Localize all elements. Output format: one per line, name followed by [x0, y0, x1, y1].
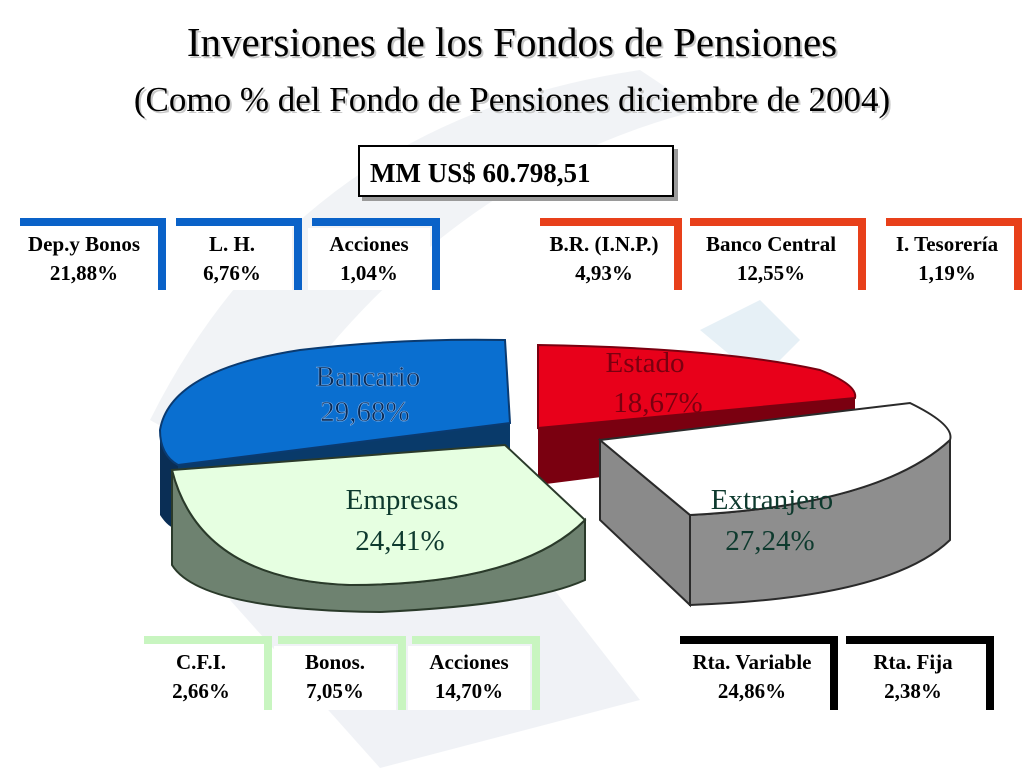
box-value: 14,70%	[434, 679, 504, 703]
breakdown-box-bonos: Bonos. 7,05%	[274, 636, 406, 710]
slice-empresas	[170, 443, 587, 614]
box-value: 2,66%	[172, 679, 230, 703]
breakdown-box-dep-y-bonos: Dep.y Bonos 21,88%	[12, 218, 166, 290]
box-label: Acciones	[329, 232, 409, 256]
box-label: Dep.y Bonos	[27, 232, 141, 256]
breakdown-box-acciones-empresas: Acciones 14,70%	[408, 636, 540, 710]
box-value: 7,05%	[306, 679, 364, 703]
breakdown-box-lh: L. H. 6,76%	[172, 218, 302, 290]
box-label: Rta. Fija	[873, 650, 953, 674]
box-value: 1,19%	[918, 261, 976, 285]
slice-extranjero	[597, 401, 952, 608]
slice-value-estado: 18,67%	[613, 387, 702, 419]
slice-label-empresas: Empresas	[346, 484, 459, 516]
box-value: 6,76%	[203, 261, 261, 285]
box-label: I. Tesorería	[895, 232, 999, 256]
box-value: 1,04%	[340, 261, 398, 285]
box-label: Bonos.	[304, 650, 366, 674]
box-value: 21,88%	[49, 261, 119, 285]
box-value: 2,38%	[884, 679, 942, 703]
box-label: B.R. (I.N.P.)	[549, 232, 659, 256]
breakdown-box-rta-variable: Rta. Variable 24,86%	[676, 636, 838, 710]
box-label: L. H.	[208, 232, 256, 256]
slice-value-extranjero: 27,24%	[725, 525, 814, 557]
box-label: Rta. Variable	[692, 650, 812, 674]
breakdown-box-rta-fija: Rta. Fija 2,38%	[842, 636, 994, 710]
slice-value-bancario: 29,68%	[320, 396, 409, 428]
slice-value-empresas: 24,41%	[355, 525, 444, 557]
slice-label-estado: Estado	[606, 347, 685, 379]
box-label: Banco Central	[705, 232, 837, 256]
box-value: 4,93%	[575, 261, 633, 285]
box-value: 12,55%	[736, 261, 806, 285]
total-amount-box: MM US$ 60.798,51	[358, 145, 674, 197]
box-value: 24,86%	[717, 679, 787, 703]
slice-label-extranjero: Extranjero	[711, 484, 833, 516]
page-title: Inversiones de los Fondos de Pensiones	[186, 19, 838, 65]
breakdown-box-acciones-bancario: Acciones 1,04%	[308, 218, 440, 290]
slice-label-bancario: Bancario	[316, 361, 421, 393]
breakdown-box-tesoreria: I. Tesorería 1,19%	[882, 218, 1022, 290]
box-label: Acciones	[429, 650, 509, 674]
box-label: C.F.I.	[176, 650, 226, 674]
breakdown-box-banco-central: Banco Central 12,55%	[686, 218, 866, 290]
breakdown-box-br-inp: B.R. (I.N.P.) 4,93%	[536, 218, 682, 290]
breakdown-box-cfi: C.F.I. 2,66%	[140, 636, 272, 710]
page-subtitle: (Como % del Fondo de Pensiones diciembre…	[133, 80, 891, 119]
